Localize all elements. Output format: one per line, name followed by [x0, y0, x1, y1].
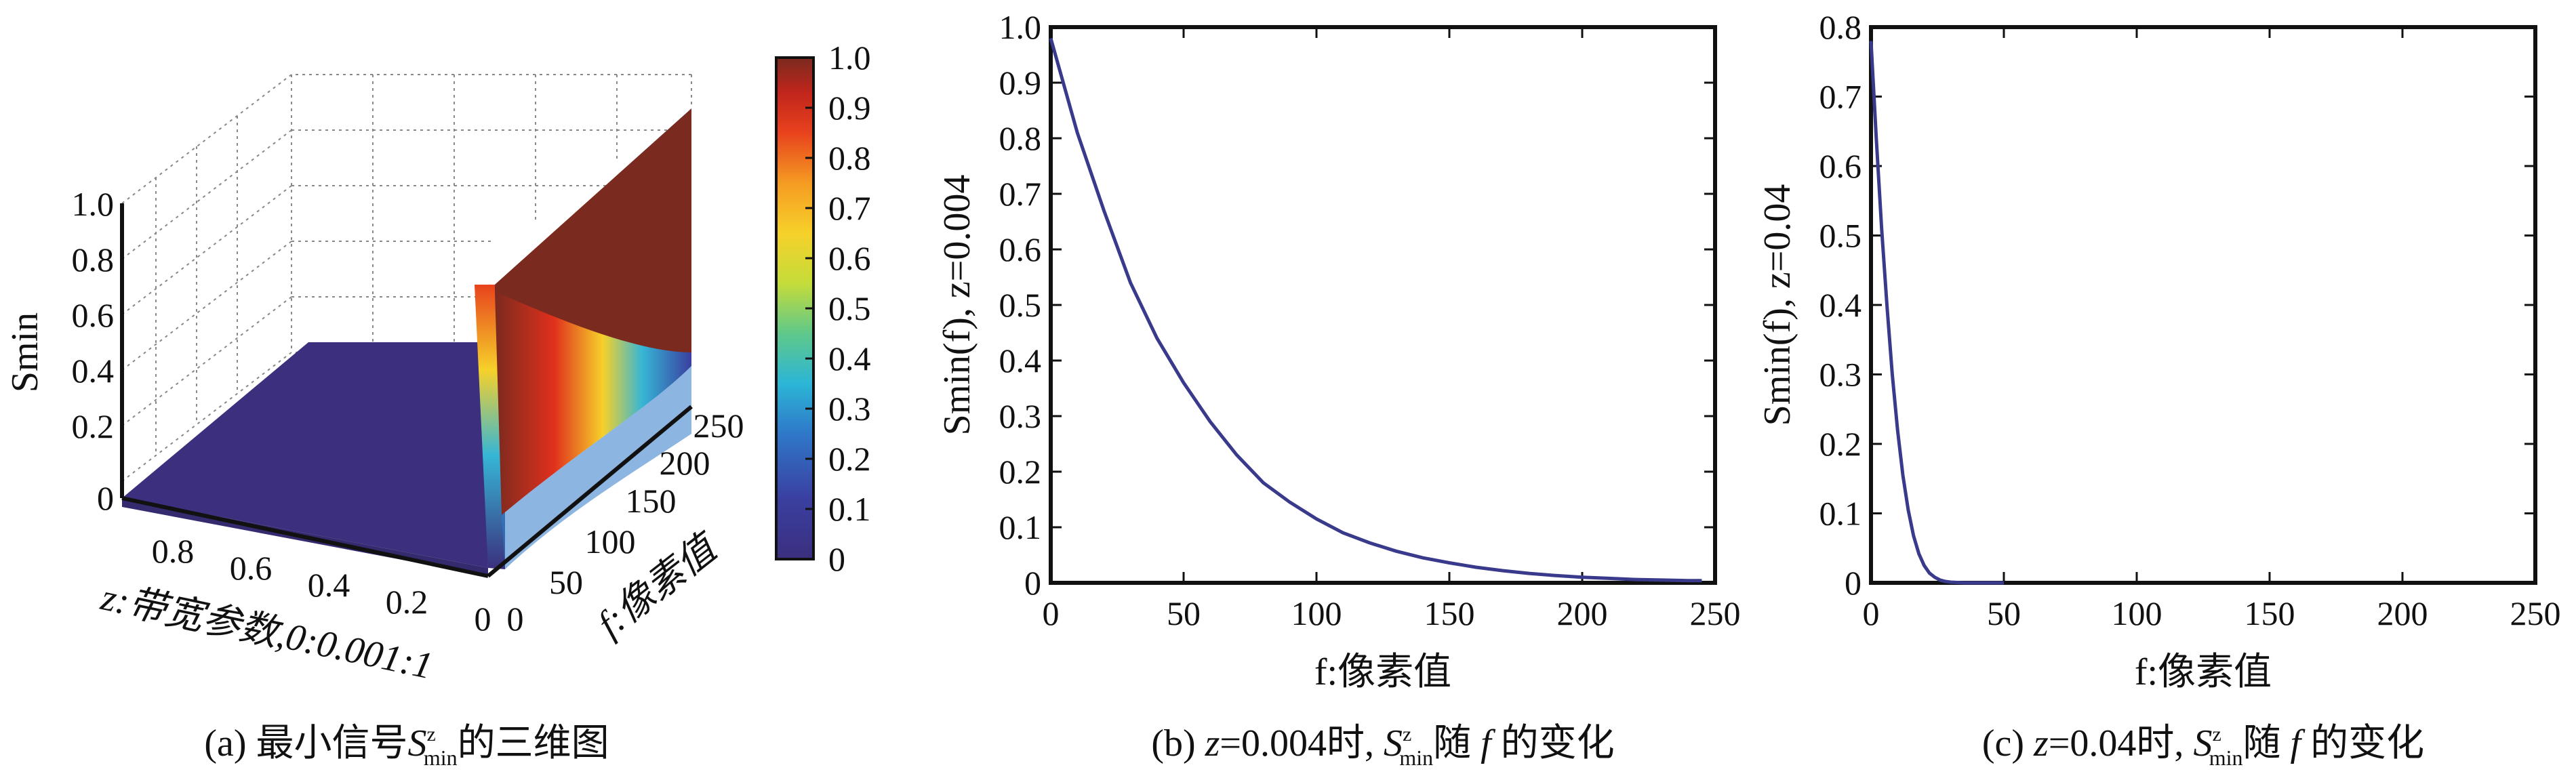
c-ylabel: Smin(f), z=0.04 — [1756, 184, 1798, 426]
z-tick: 0.4 — [72, 352, 115, 390]
c-xlabel: f:像素值 — [2135, 651, 2272, 693]
colorbar-tick-label: 1.0 — [828, 39, 871, 77]
colorbar-tick-label: 0.5 — [828, 289, 871, 327]
x-tick: 0 — [475, 600, 491, 638]
surface-x-ticks: 0.8 0.6 0.4 0.2 0 — [152, 532, 491, 638]
surface-top — [495, 108, 691, 352]
surface-fan — [502, 366, 691, 569]
y-tick-label: 0.6 — [1819, 147, 1862, 185]
x-tick: 0.4 — [308, 566, 350, 604]
c-y-ticks: 0 0.1 0.2 0.3 0.4 0.5 0.6 0.7 0.8 — [1819, 8, 2535, 602]
colorbar-tick-label: 0.2 — [828, 440, 871, 478]
y-tick-label: 0 — [1845, 564, 1861, 602]
y-tick-label: 0.2 — [999, 453, 1042, 491]
y-tick-label: 0.7 — [1819, 78, 1862, 116]
x-tick-label: 100 — [2112, 594, 2162, 632]
colorbar-tick-label: 0 — [828, 540, 845, 578]
colorbar-tick-label: 0.3 — [828, 390, 871, 428]
panel-b-line-chart: 0 0.1 0.2 0.3 0.4 0.5 0.6 0.7 0.8 0.9 1.0 0 50 100 15… — [936, 8, 1741, 693]
x-tick-label: 200 — [2377, 594, 2428, 632]
colorbar-tick-label: 0.4 — [828, 340, 871, 377]
z-tick: 0 — [97, 479, 114, 517]
x-tick: 0.6 — [230, 549, 273, 587]
b-y-ticks: 0 0.1 0.2 0.3 0.4 0.5 0.6 0.7 0.8 0.9 1.0 — [999, 8, 1715, 602]
x-tick-label: 100 — [1291, 594, 1342, 632]
y-tick-label: 0.5 — [1819, 217, 1862, 255]
surface-zlabel: Smin — [4, 312, 46, 392]
x-tick: 0.8 — [152, 532, 195, 570]
surface-low-plane — [122, 342, 488, 568]
y-tick-label: 0.6 — [999, 230, 1042, 268]
caption-b: (b) z=0.004时, Sz min随 f 的变化 — [1151, 722, 1614, 770]
panel-c-line-chart: 0 0.1 0.2 0.3 0.4 0.5 0.6 0.7 0.8 0 50 100 150 200 25… — [1756, 8, 2561, 693]
c-x-ticks: 0 50 100 150 200 250 — [1863, 27, 2561, 632]
b-ylabel: Smin(f), z=0.004 — [936, 175, 978, 436]
caption-a: (a) 最小信号Sz min的三维图 — [204, 722, 609, 770]
x-tick-label: 150 — [2245, 594, 2295, 632]
plot-frame-b — [1049, 25, 1717, 585]
x-tick-label: 50 — [1167, 594, 1201, 632]
y-tick-label: 1.0 — [999, 8, 1042, 46]
y-tick-label: 0.1 — [999, 508, 1042, 546]
x-tick-label: 50 — [1987, 594, 2021, 632]
colorbar-ticks: 0 0.1 0.2 0.3 0.4 0.5 0.6 0.7 0.8 0.9 1.0 — [805, 39, 871, 578]
y-tick: 0 — [507, 600, 524, 638]
x-tick-label: 150 — [1424, 594, 1475, 632]
c-series-line — [1869, 41, 2004, 585]
x-tick-label: 250 — [1690, 594, 1741, 632]
b-x-ticks: 0 50 100 150 200 250 — [1043, 27, 1741, 632]
y-tick-label: 0 — [1024, 564, 1041, 602]
b-xlabel: f:像素值 — [1314, 651, 1451, 693]
y-tick: 250 — [693, 407, 744, 445]
z-tick: 0.6 — [72, 296, 115, 334]
x-tick-label: 0 — [1043, 594, 1060, 632]
y-tick-label: 0.7 — [999, 175, 1042, 213]
colorbar-tick-label: 0.9 — [828, 89, 871, 127]
y-tick-label: 0.1 — [1819, 495, 1862, 533]
colorbar-tick-label: 0.1 — [828, 490, 871, 528]
caption-c: (c) z=0.04时, Sz min随 f 的变化 — [1982, 722, 2424, 770]
x-tick: 0.2 — [386, 583, 428, 621]
y-tick-label: 0.4 — [1819, 286, 1862, 324]
y-tick-label: 0.8 — [999, 119, 1042, 157]
colorbar-tick-label: 0.6 — [828, 239, 871, 277]
x-tick-label: 0 — [1863, 594, 1880, 632]
z-tick: 0.2 — [72, 407, 115, 445]
y-tick: 150 — [626, 482, 677, 520]
z-tick: 1.0 — [72, 185, 115, 223]
surface-axes — [120, 203, 693, 578]
colorbar-tick-label: 0.8 — [828, 139, 871, 177]
y-tick: 200 — [660, 444, 710, 482]
x-tick-label: 200 — [1557, 594, 1608, 632]
z-tick: 0.8 — [72, 241, 115, 279]
colorbar-tick-label: 0.7 — [828, 189, 871, 227]
surface-z-ticks: 1.0 0.8 0.6 0.4 0.2 0 — [72, 185, 115, 517]
y-tick-label: 0.3 — [999, 397, 1042, 435]
x-tick-label: 250 — [2510, 594, 2561, 632]
plot-frame-c — [1869, 25, 2537, 585]
y-tick-label: 0.3 — [1819, 356, 1862, 394]
y-tick-label: 0.5 — [999, 286, 1042, 324]
y-tick: 50 — [549, 563, 583, 601]
y-tick-label: 0.4 — [999, 342, 1042, 380]
y-tick-label: 0.2 — [1819, 425, 1862, 463]
y-tick-label: 0.8 — [1819, 8, 1862, 46]
surface-y-ticks: 0 50 100 150 200 250 — [507, 407, 744, 638]
panel-a-surface-chart: 1.0 0.8 0.6 0.4 0.2 0 Smin 0.8 0.6 0.4 0… — [4, 39, 871, 687]
y-tick-label: 0.9 — [999, 64, 1042, 102]
b-series-line — [1049, 37, 1702, 583]
y-tick: 100 — [585, 523, 636, 560]
